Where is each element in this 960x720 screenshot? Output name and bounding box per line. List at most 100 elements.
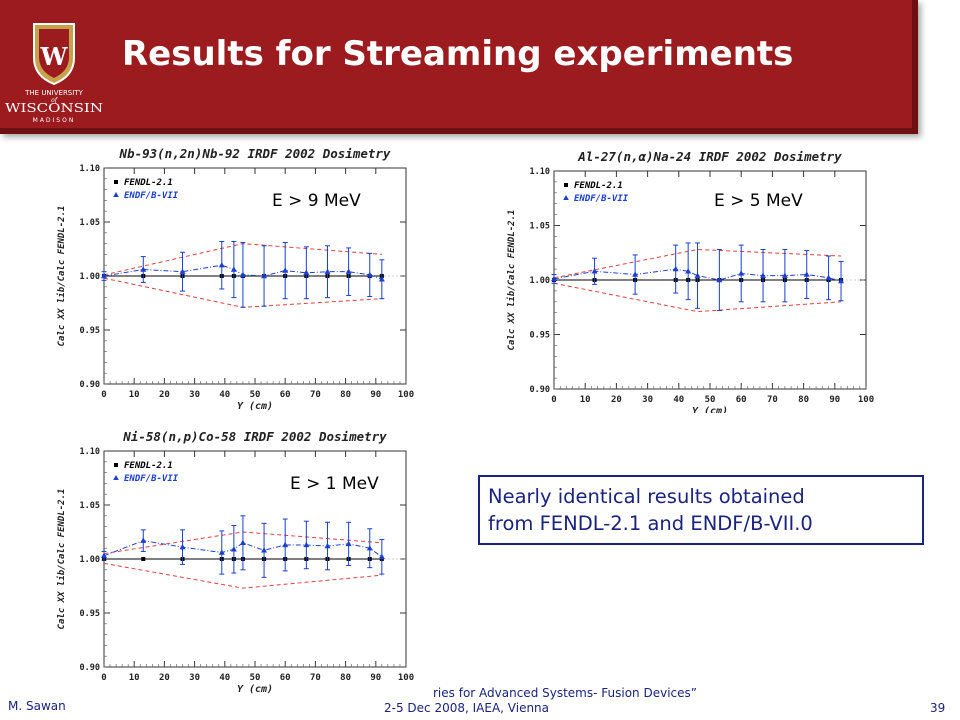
x-tick-label: 100 [398,390,414,400]
data-point-endf [239,271,246,278]
x-tick-label: 10 [129,390,140,400]
chart-ni58: Ni-58(n,p)Co-58 IRDF 2002 Dosimetry 0.90 0… [56,429,414,695]
data-point-endf [366,545,373,551]
energy-label-ni58: E > 1 MeV [290,474,379,494]
y-tick-label: 1.00 [530,276,550,286]
crest-letter: W [40,42,69,71]
data-point-endf [303,269,310,275]
legend-label-endf: ENDF/B-VII [574,194,629,204]
legend-marker-endf [563,195,569,200]
x-tick-label: 0 [101,390,106,400]
x-tick-label: 0 [551,395,556,405]
x-tick-label: 100 [858,395,874,405]
logo-line-2: of [51,97,59,104]
legend-marker-fendl [114,180,118,184]
x-tick-label: 80 [340,390,351,400]
y-tick-label: 1.10 [530,167,550,177]
x-tick-label: 40 [219,390,230,400]
data-point-endf [366,271,373,278]
x-tick-label: 30 [189,673,200,683]
data-point-endf [632,271,639,277]
x-tick-label: 80 [798,395,809,405]
y-tick-label: 0.95 [530,331,550,341]
conclusion-line-1: Nearly identical results obtained [488,485,805,508]
x-tick-label: 70 [310,673,321,683]
data-point-endf [239,539,246,545]
x-tick-label: 60 [280,673,291,683]
x-tick-label: 50 [250,673,261,683]
y-tick-label: 1.10 [80,447,100,457]
y-tick-label: 0.95 [80,609,100,619]
data-point-endf [781,272,788,278]
title-bar: W THE UNIVERSITY of WISCONSIN MADISON Re… [0,0,918,134]
legend-marker-endf [113,475,119,480]
y-tick-label: 1.05 [80,218,100,228]
data-point-endf [345,268,352,274]
legend-label-fendl: FENDL-2.1 [124,178,173,188]
data-point-endf [838,277,845,284]
x-tick-label: 10 [129,673,140,683]
uncertainty-band-lower [103,562,382,589]
data-point-endf [324,542,331,549]
data-point-endf [140,537,147,543]
data-point-endf [825,274,832,281]
data-point-endf [230,546,237,552]
data-point-endf [378,553,385,560]
data-point-endf [694,272,701,278]
x-tick-label: 90 [829,395,840,405]
data-point-endf [282,267,289,273]
y-tick-label: 0.95 [80,326,100,336]
chart-nb93: Nb-93(n,2n)Nb-92 IRDF 2002 Dosimetry 0.90… [56,146,414,412]
data-point-endf [716,276,723,283]
x-tick-label: 60 [280,390,291,400]
logo-line-4: MADISON [33,117,76,124]
legend-label-fendl: FENDL-2.1 [124,461,173,471]
x-axis-label: Y (cm) [237,401,273,412]
data-point-endf [672,265,679,272]
data-point-endf [179,268,186,274]
x-tick-label: 80 [340,673,351,683]
legend-label-endf: ENDF/B-VII [124,191,179,201]
logo-line-3: WISCONSIN [5,101,103,115]
y-tick-label: 0.90 [80,663,100,673]
data-point-endf [101,552,107,558]
conclusion-box: Nearly identical results obtained from F… [478,475,924,545]
x-tick-label: 50 [705,395,716,405]
y-tick-label: 0.90 [530,385,550,395]
x-axis-label: Y (cm) [237,684,273,695]
data-point-endf [140,266,147,272]
energy-label-nb93: E > 9 MeV [272,191,361,211]
x-tick-label: 20 [159,673,170,683]
y-axis-label: Calc XX lib/Calc FENDL-2.1 [56,206,67,347]
chart-al27: Al-27(n,α)Na-24 IRDF 2002 Dosimetry0.900… [506,149,874,413]
y-axis-label: Calc XX lib/Calc FENDL-2.1 [56,489,67,630]
energy-label-al27: E > 5 MeV [714,191,803,211]
data-point-endf [345,540,352,547]
x-tick-label: 20 [611,395,622,405]
data-point-endf [230,266,237,272]
y-axis-label: Calc XX lib/Calc FENDL-2.1 [506,210,517,351]
logo-line-1: THE UNIVERSITY [24,89,83,97]
x-tick-label: 90 [370,390,381,400]
footer-author: M. Sawan [8,699,66,713]
data-point-endf [591,268,598,274]
x-tick-label: 70 [310,390,321,400]
chart-title: Ni-58(n,p)Co-58 IRDF 2002 Dosimetry [122,429,387,444]
data-point-endf [303,541,310,548]
footer-page-number: 39 [930,701,946,715]
footer-conference: ries for Advanced Systems- Fusion Device… [433,686,697,700]
x-tick-label: 70 [767,395,778,405]
legend-label-fendl: FENDL-2.1 [574,181,623,191]
data-point-fendl [141,557,146,561]
x-tick-label: 50 [250,390,261,400]
data-point-endf [218,549,225,555]
legend-marker-endf [113,192,119,197]
data-point-endf [738,270,745,276]
y-tick-label: 1.10 [80,164,100,174]
y-tick-label: 0.90 [80,380,100,390]
x-tick-label: 10 [580,395,591,405]
x-tick-label: 60 [736,395,747,405]
x-axis-label: Y (cm) [692,406,728,413]
footer-date: 2-5 Dec 2008, IAEA, Vienna [384,701,550,715]
x-tick-label: 40 [673,395,684,405]
